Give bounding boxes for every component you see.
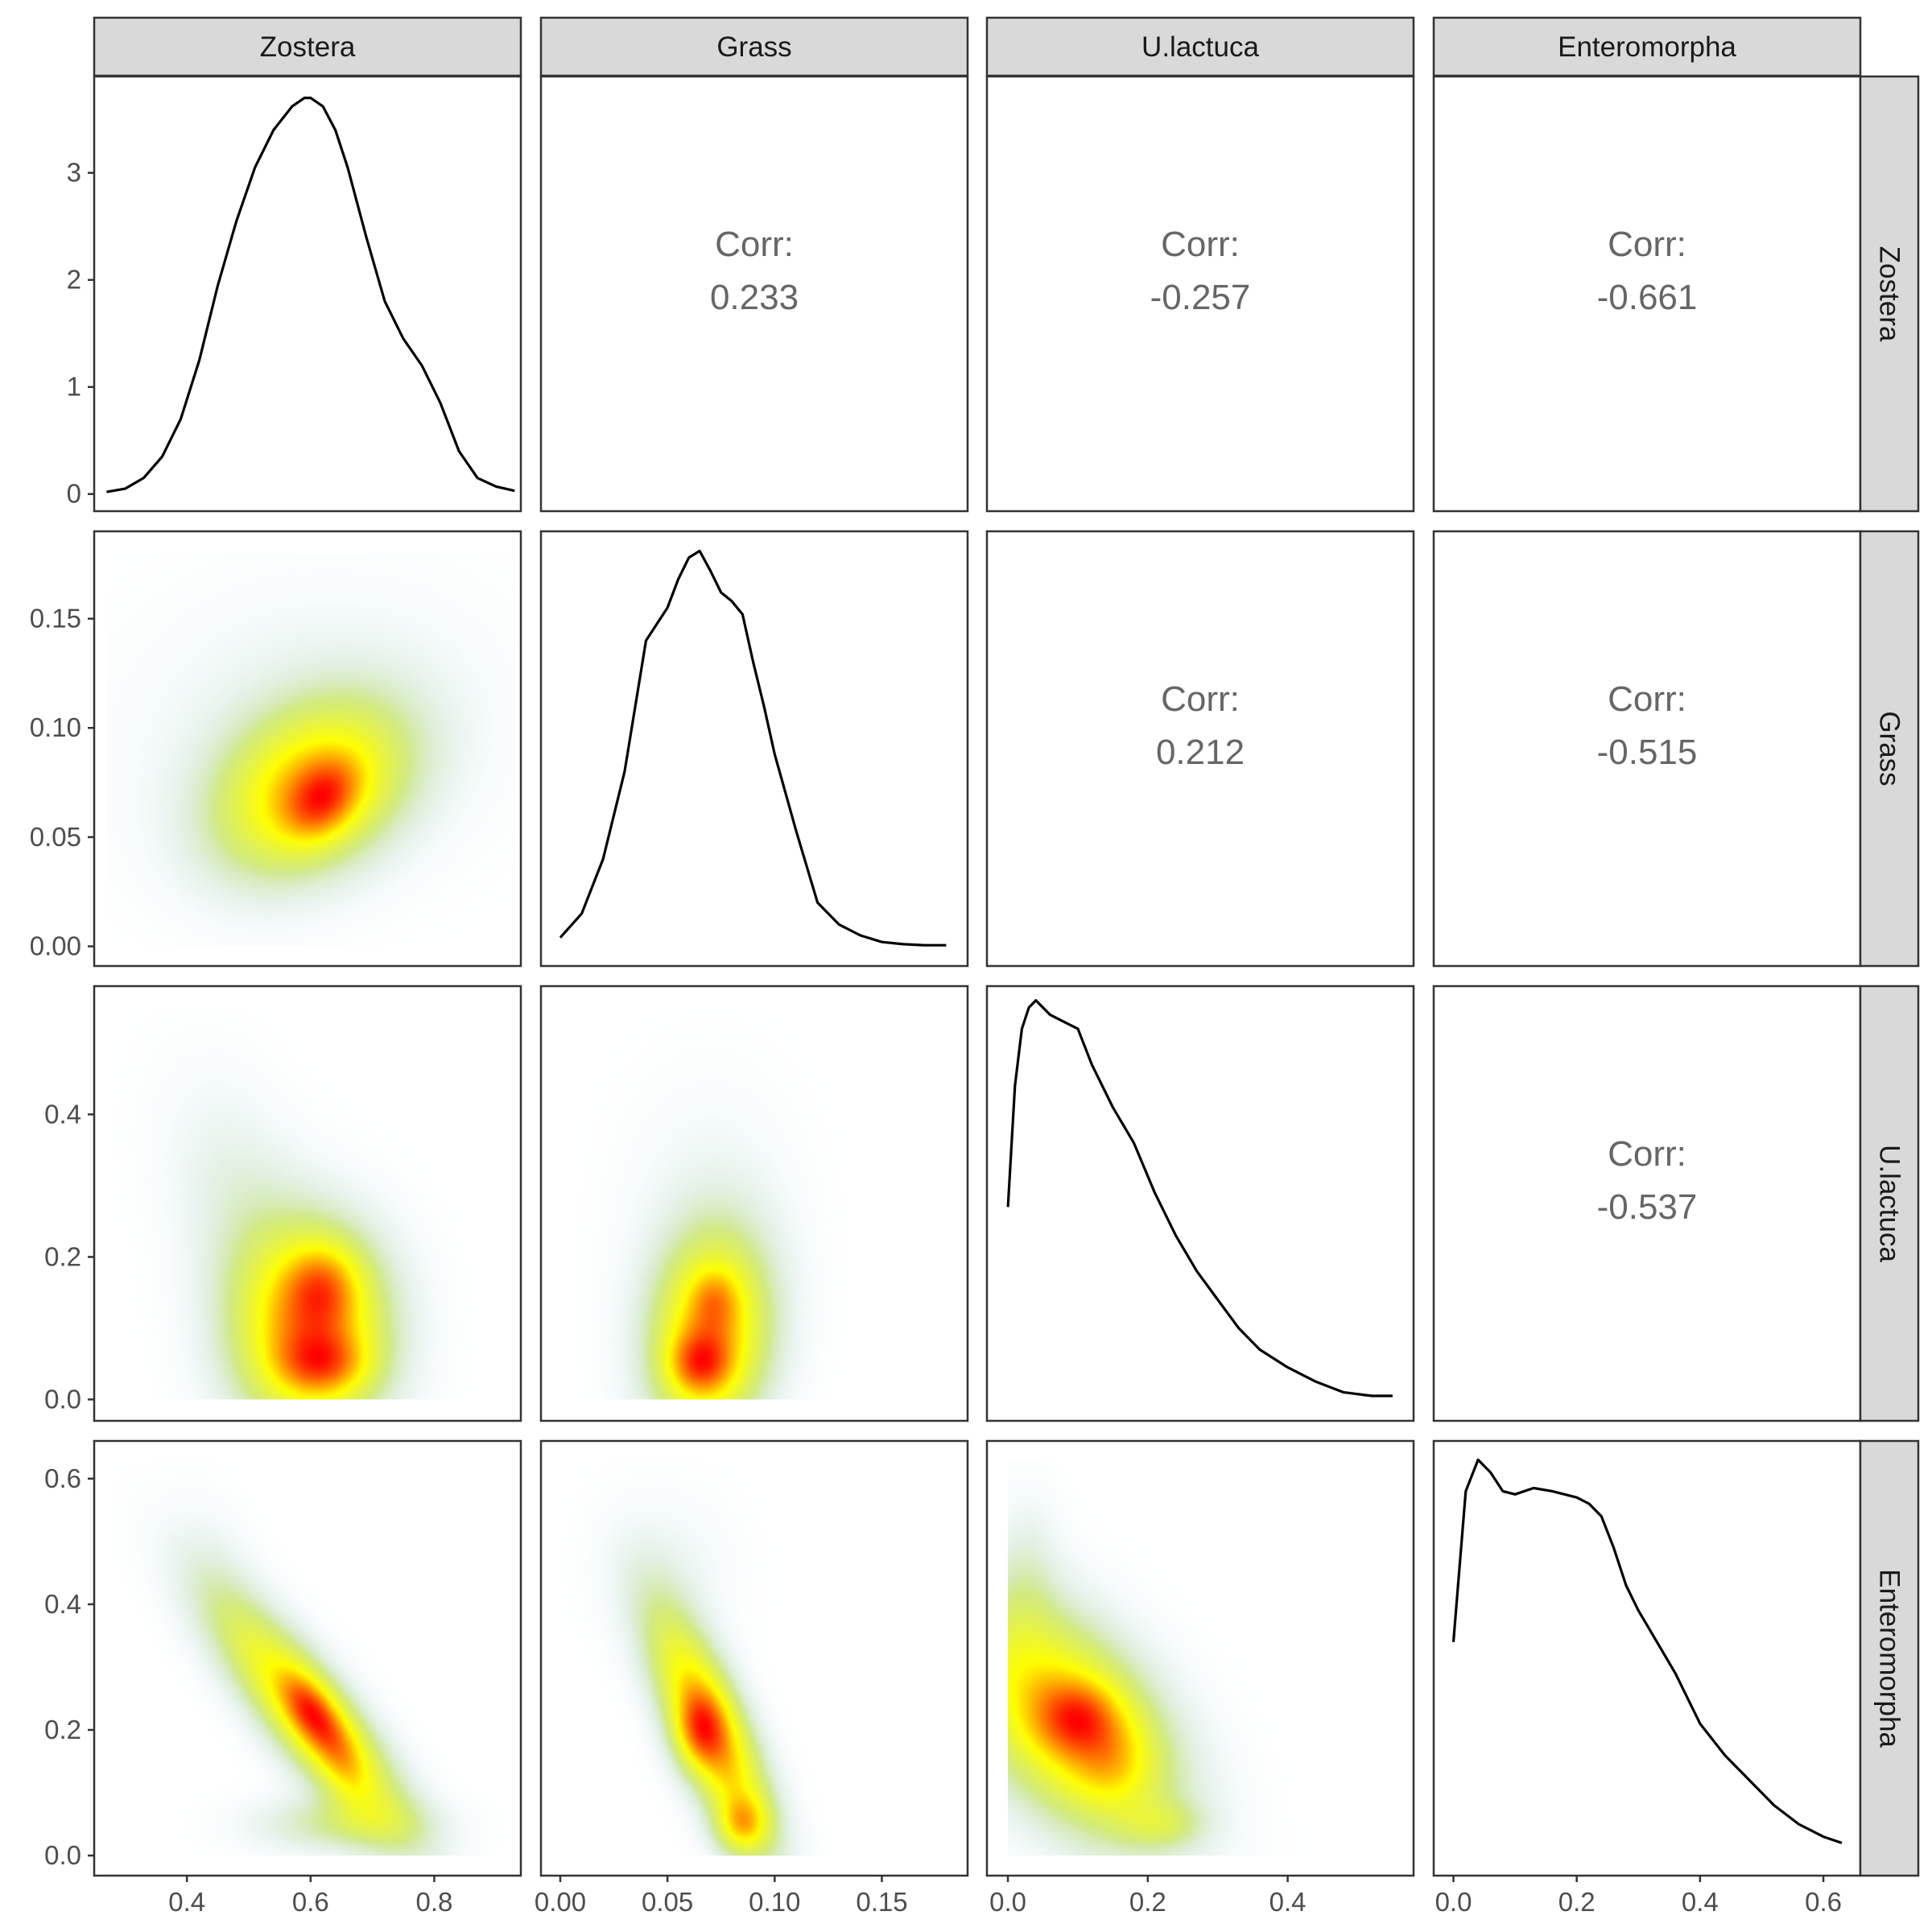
density-line-enteromorpha: [1451, 1458, 1843, 1844]
corr-grass-u-lactuca-label: Corr:: [1161, 679, 1240, 719]
corr-zostera-grass-value: 0.233: [710, 278, 799, 317]
y-tick-label-grass-1: 0.05: [30, 822, 81, 852]
strip-right-grass: [1859, 530, 1920, 968]
corr-u-lactuca-enteromorpha-label: Corr:: [1608, 1134, 1686, 1174]
strip-right-enteromorpha: [1859, 1439, 1920, 1877]
strip-top-enteromorpha: [1432, 16, 1862, 77]
y-tick-label-enteromorpha-0: 0.0: [44, 1840, 81, 1870]
density2d-grass-u-lactuca: [559, 1007, 947, 1400]
x-tick-label-enteromorpha-0: 0.0: [1435, 1887, 1472, 1917]
x-tick-label-u-lactuca-2: 0.4: [1269, 1887, 1307, 1917]
strip-right-label-zostera: Zostera: [1874, 246, 1905, 342]
density2d-u-lactuca-enteromorpha: [1008, 1459, 1393, 1856]
y-tick-label-grass-0: 0.00: [30, 931, 81, 961]
x-tick-label-u-lactuca-1: 0.2: [1129, 1887, 1166, 1917]
corr-zostera-u-lactuca-label: Corr:: [1161, 225, 1240, 264]
x-tick-label-enteromorpha-1: 0.2: [1558, 1887, 1596, 1917]
x-tick-label-grass-3: 0.15: [856, 1887, 907, 1917]
corr-grass-u-lactuca-value: 0.212: [1156, 733, 1245, 772]
corr-zostera-enteromorpha-value: -0.661: [1597, 278, 1698, 317]
corr-zostera-enteromorpha-label: Corr:: [1608, 225, 1686, 264]
y-tick-label-enteromorpha-2: 0.4: [44, 1589, 81, 1619]
strip-top-label-u-lactuca: U.lactuca: [1141, 31, 1259, 63]
panel-u-lactuca-grass: [539, 985, 969, 1422]
strip-top-label-grass: Grass: [716, 31, 791, 63]
x-tick-label-u-lactuca-0: 0.0: [989, 1887, 1026, 1917]
panel-grass-zostera: [93, 530, 522, 968]
strip-right-zostera: [1859, 75, 1920, 513]
panel-grass-u-lactuca: [985, 530, 1415, 968]
panel-grass-grass: [539, 530, 969, 968]
density-line-zostera: [106, 96, 515, 493]
y-tick-label-enteromorpha-1: 0.2: [44, 1715, 81, 1744]
density2d-zostera-grass: [106, 553, 515, 947]
corr-grass-enteromorpha-label: Corr:: [1608, 679, 1686, 719]
panel-enteromorpha-u-lactuca: [985, 1439, 1415, 1877]
strip-right-label-enteromorpha: Enteromorpha: [1874, 1569, 1905, 1748]
density2d-zostera-u-lactuca: [106, 1007, 515, 1400]
panel-u-lactuca-u-lactuca: [985, 985, 1415, 1422]
corr-zostera-grass-label: Corr:: [715, 225, 794, 264]
x-tick-label-enteromorpha-3: 0.6: [1805, 1887, 1842, 1917]
panel-enteromorpha-zostera: [93, 1439, 522, 1877]
x-tick-label-zostera-1: 0.6: [292, 1887, 329, 1917]
panel-u-lactuca-zostera: [93, 985, 522, 1422]
panel-enteromorpha-grass: [539, 1439, 969, 1877]
density-line-u-lactuca: [1006, 999, 1393, 1397]
y-tick-label-zostera-1: 1: [67, 372, 81, 402]
corr-zostera-u-lactuca-value: -0.257: [1150, 278, 1251, 317]
y-tick-label-enteromorpha-3: 0.6: [44, 1463, 81, 1493]
x-tick-label-grass-1: 0.05: [642, 1887, 693, 1917]
strip-top-grass: [539, 16, 969, 77]
strip-top-label-enteromorpha: Enteromorpha: [1558, 31, 1736, 63]
x-tick-label-zostera-0: 0.4: [168, 1887, 205, 1917]
y-tick-label-u-lactuca-2: 0.4: [44, 1099, 81, 1129]
y-tick-label-u-lactuca-1: 0.2: [44, 1241, 81, 1271]
panel-enteromorpha-enteromorpha: [1432, 1439, 1862, 1877]
y-tick-label-zostera-2: 2: [67, 265, 81, 295]
corr-grass-enteromorpha-value: -0.515: [1597, 733, 1698, 772]
y-tick-label-grass-2: 0.10: [30, 712, 81, 742]
strip-right-label-grass: Grass: [1874, 711, 1905, 786]
x-tick-label-grass-2: 0.10: [749, 1887, 800, 1917]
strip-right-label-u-lactuca: U.lactuca: [1874, 1145, 1905, 1262]
x-tick-label-grass-0: 0.00: [535, 1887, 586, 1917]
density2d-grass-enteromorpha: [559, 1459, 947, 1856]
x-tick-label-zostera-2: 0.8: [416, 1887, 453, 1917]
x-tick-label-enteromorpha-2: 0.4: [1682, 1887, 1719, 1917]
corr-u-lactuca-enteromorpha-value: -0.537: [1597, 1187, 1698, 1227]
y-tick-label-zostera-0: 0: [67, 479, 81, 509]
y-tick-label-zostera-3: 3: [67, 158, 81, 188]
strip-top-zostera: [93, 16, 522, 77]
strip-right-u-lactuca: [1859, 985, 1920, 1422]
density-line-grass: [559, 549, 947, 947]
density2d-zostera-enteromorpha: [106, 1459, 515, 1856]
strip-top-label-zostera: Zostera: [260, 31, 356, 63]
strip-top-u-lactuca: [985, 16, 1415, 77]
y-tick-label-grass-3: 0.15: [30, 604, 81, 634]
y-tick-label-u-lactuca-0: 0.0: [44, 1384, 81, 1414]
